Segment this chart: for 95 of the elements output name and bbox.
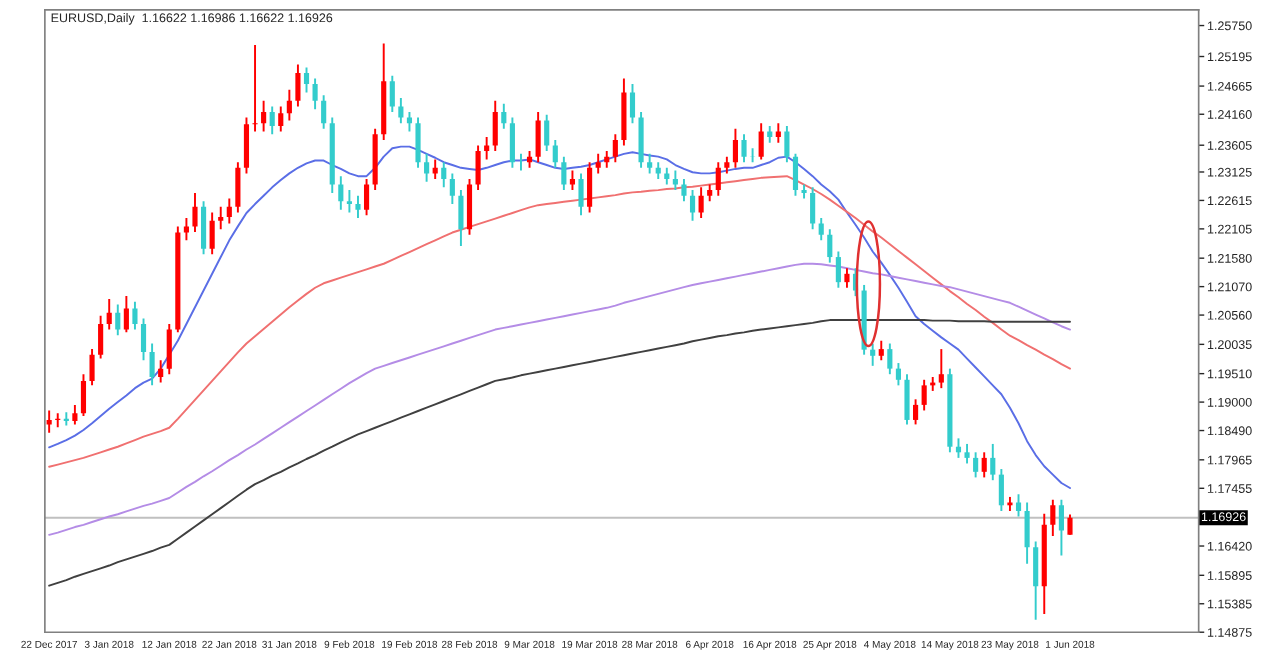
candlestick — [89, 348, 95, 387]
line-series — [48, 319, 1071, 587]
candlestick — [569, 169, 576, 192]
candlestick — [415, 116, 421, 169]
candlestick — [286, 88, 292, 122]
candlestick — [1067, 513, 1073, 536]
candlestick — [115, 303, 121, 337]
candlestick — [458, 189, 464, 247]
candlestick — [844, 267, 850, 289]
candlestick — [587, 161, 593, 214]
candlestick — [252, 44, 258, 133]
candlestick — [484, 136, 490, 161]
candlestick — [698, 186, 704, 219]
candlestick — [475, 144, 481, 192]
candlestick — [938, 348, 944, 390]
candlestick — [201, 200, 207, 256]
candlestick — [278, 105, 284, 133]
candlestick — [638, 111, 644, 169]
candlestick — [261, 99, 267, 133]
candlestick — [792, 152, 799, 197]
candlestick — [741, 133, 747, 164]
candlestick — [835, 250, 841, 289]
candlestick — [629, 83, 636, 125]
candlestick — [183, 217, 189, 242]
candlestick — [998, 468, 1004, 512]
candlestick — [218, 205, 224, 231]
candlestick — [269, 105, 275, 136]
candlestick — [209, 211, 215, 256]
candlestick — [732, 127, 739, 169]
candlestick — [921, 378, 927, 412]
candlestick — [501, 102, 507, 130]
candlestick — [235, 161, 241, 214]
candlestick — [449, 172, 455, 206]
candlestick — [895, 362, 901, 387]
candlestick — [166, 323, 172, 376]
candlestick — [758, 122, 764, 161]
candlestick — [226, 197, 232, 225]
candlestick — [621, 77, 627, 147]
candlestick — [312, 77, 318, 111]
candlestick — [672, 169, 678, 192]
candlestick — [887, 342, 893, 376]
candlestick — [810, 186, 816, 231]
candlestick — [612, 133, 618, 164]
candlestick — [72, 403, 78, 426]
candlestick — [492, 99, 498, 153]
candlestick — [123, 295, 129, 334]
candlestick — [441, 161, 447, 189]
candlestick — [132, 300, 138, 331]
candlestick — [689, 189, 696, 222]
candlestick — [355, 194, 361, 219]
candlestick — [106, 297, 112, 331]
candlestick — [1015, 493, 1022, 518]
candlestick — [535, 111, 541, 164]
candlestick — [321, 94, 327, 130]
candlestick — [964, 442, 970, 465]
candlestick — [981, 451, 987, 479]
candlestick — [389, 74, 395, 113]
candlestick — [363, 177, 370, 217]
candlestick — [149, 342, 155, 387]
candlestick — [595, 152, 601, 175]
candlestick — [509, 116, 515, 169]
candlestick — [913, 398, 919, 426]
candlestick — [681, 177, 687, 203]
candlestick — [973, 451, 979, 479]
candlestick — [784, 124, 790, 164]
candlestick — [870, 342, 876, 367]
candlestick — [1033, 540, 1039, 621]
candlestick — [878, 339, 884, 362]
candlestick — [552, 138, 558, 169]
candlestick — [192, 191, 198, 233]
candlestick — [158, 359, 164, 384]
candlestick — [715, 161, 721, 197]
candlestick — [338, 175, 344, 211]
candlestick — [63, 411, 69, 427]
candlestick — [140, 317, 147, 362]
candlestick — [243, 116, 250, 175]
candlestick — [295, 63, 301, 108]
candlestick — [647, 152, 653, 175]
candlestick — [1024, 501, 1030, 565]
candlestick — [303, 66, 310, 94]
candlestick — [424, 152, 430, 183]
candlestick — [466, 177, 473, 236]
candlestick — [578, 172, 584, 217]
candlestick — [827, 228, 833, 264]
candlestick — [818, 217, 824, 242]
candlestick — [990, 442, 996, 482]
candlestick — [1050, 498, 1056, 537]
candlestick — [398, 97, 404, 125]
candlestick — [80, 373, 87, 418]
candlestick — [544, 113, 550, 153]
candlestick — [904, 373, 910, 426]
candlestick — [346, 189, 352, 214]
candlestick — [561, 155, 567, 192]
candlestick — [98, 314, 104, 360]
candlestick — [1058, 498, 1064, 557]
